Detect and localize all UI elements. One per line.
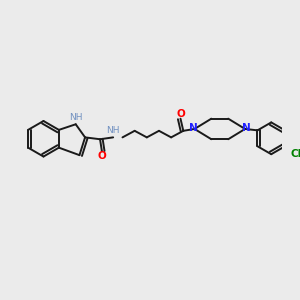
Text: NH: NH [69,113,82,122]
Text: Cl: Cl [291,149,300,159]
Text: NH: NH [106,126,120,135]
Text: O: O [98,151,106,161]
Text: N: N [189,123,198,133]
Text: N: N [242,123,250,133]
Text: O: O [176,109,185,119]
